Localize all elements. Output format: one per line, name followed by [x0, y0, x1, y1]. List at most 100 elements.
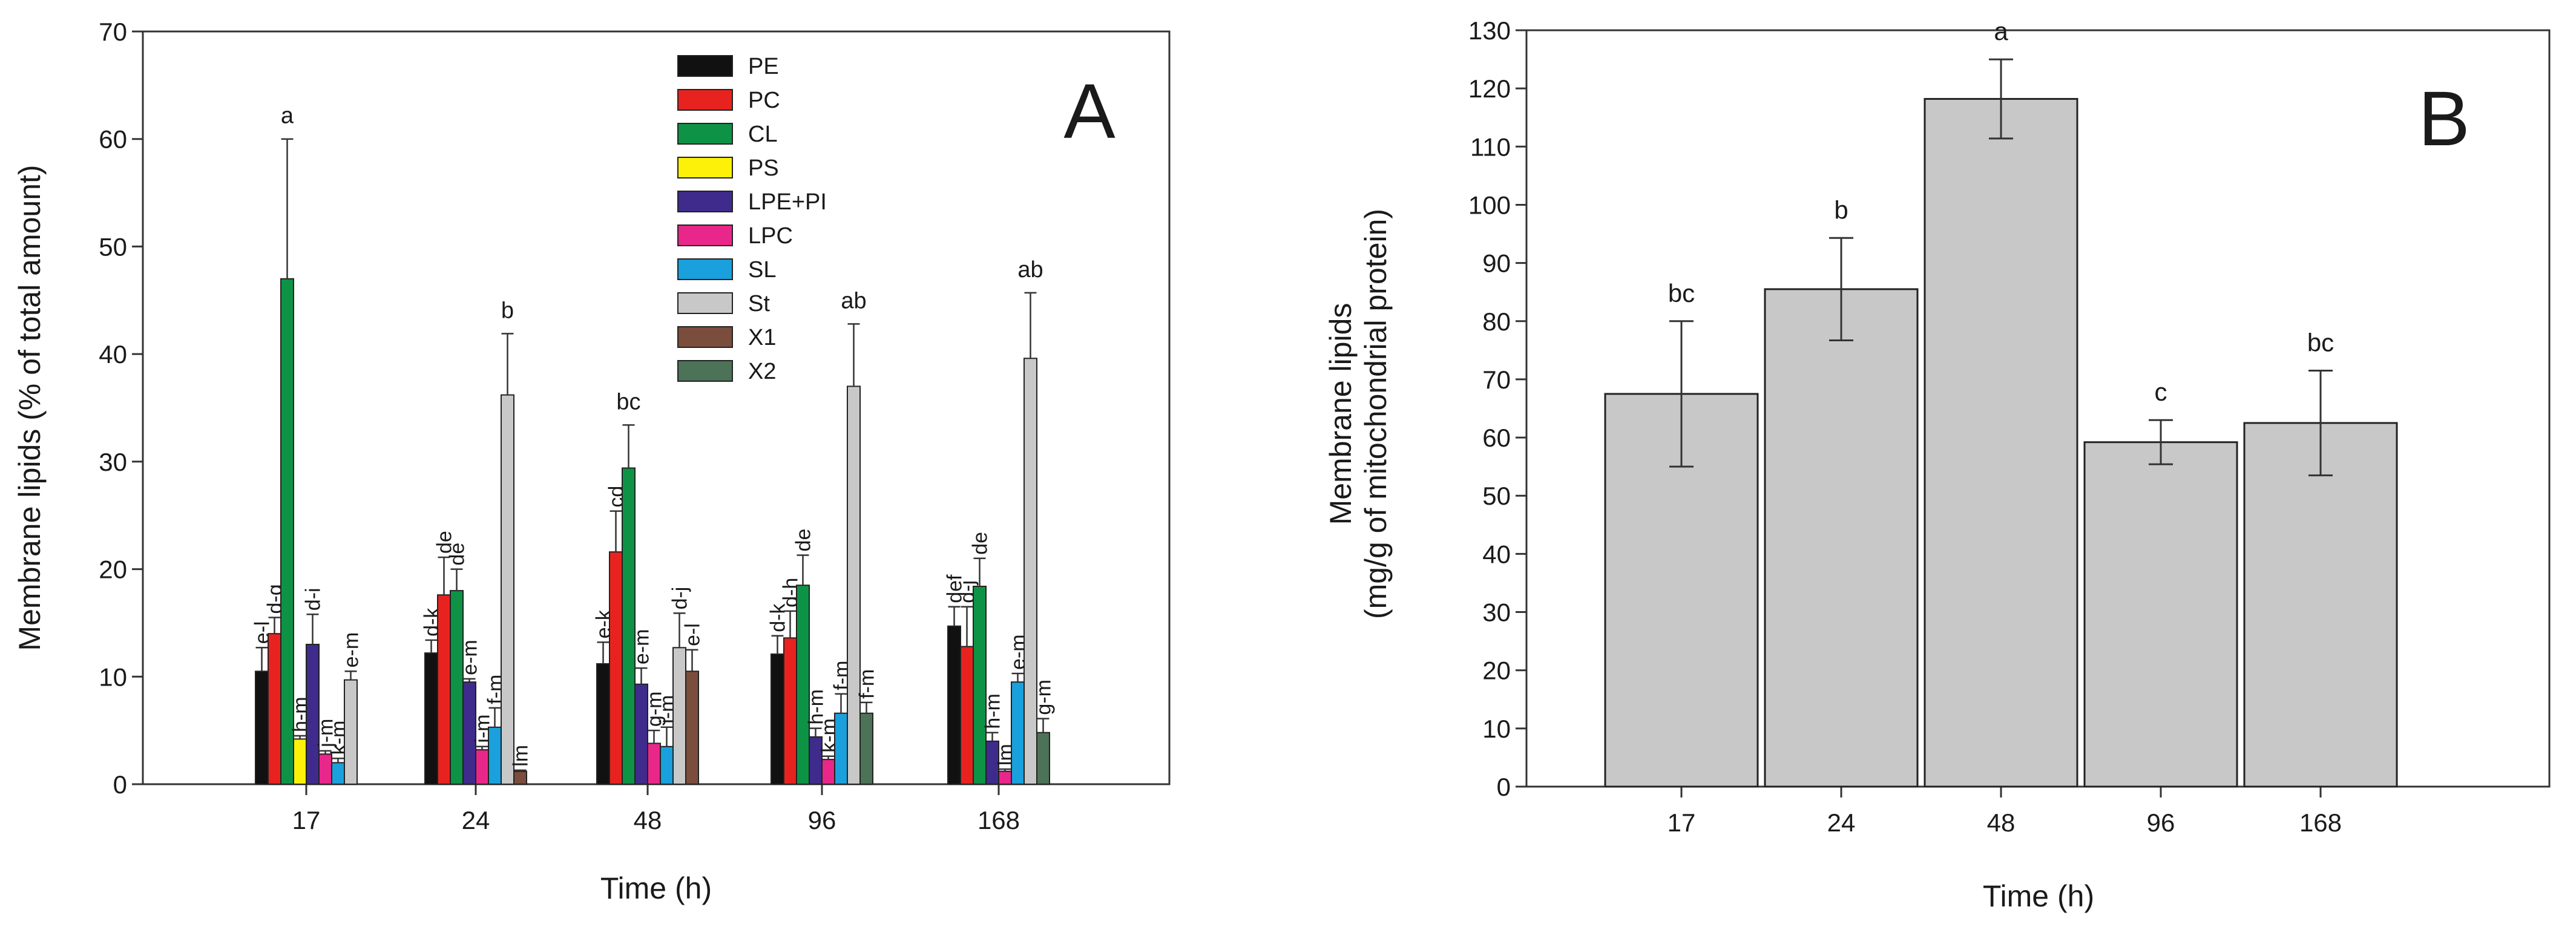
bar-cl-96	[796, 585, 810, 785]
legend-label-lpe-pi: LPE+PI	[748, 189, 827, 215]
y-tick-label-b: 0	[1497, 773, 1511, 801]
significance-label-a: h-m	[805, 689, 828, 725]
bar-pe-48	[596, 663, 610, 785]
bar-pe-24	[424, 652, 438, 785]
y-tick-label-b: 40	[1482, 540, 1511, 568]
y-tick-label-b: 80	[1482, 307, 1511, 336]
bar-lpc-48	[647, 742, 661, 785]
y-tick-label-a: 20	[99, 555, 127, 584]
plot-frame-a	[142, 30, 1171, 785]
y-tick-label-b: 70	[1482, 365, 1511, 394]
legend-swatch-cl	[677, 123, 733, 145]
bar-lpe-pi-17	[306, 643, 320, 785]
significance-label-a: e-m	[340, 632, 363, 668]
significance-label-a: lm	[510, 745, 533, 767]
bar-pc-168	[960, 646, 974, 785]
y-tick-label-b: 100	[1468, 191, 1511, 219]
significance-label-a: g-m	[643, 692, 666, 727]
significance-label-a: d-i	[302, 588, 325, 611]
y-tick-label-b: 20	[1482, 657, 1511, 685]
y-axis-title-b-line2: (mg/g of mitochondrial protein)	[1359, 209, 1393, 619]
significance-label-a: b	[501, 298, 514, 323]
bar-sl-24	[488, 726, 502, 785]
bar-sl-48	[660, 745, 674, 785]
bar-st-24	[501, 394, 514, 785]
significance-label-a: e-m	[459, 640, 482, 675]
significance-label-a: de	[969, 532, 992, 555]
x-tick-label-b: 48	[1987, 808, 2016, 837]
y-tick-label-a: 40	[99, 340, 127, 369]
x-tick-label-a: 17	[292, 806, 321, 834]
legend-swatch-sl	[677, 258, 733, 280]
y-tick-label-b: 90	[1482, 249, 1511, 278]
bar-b-24	[1764, 288, 1919, 788]
significance-label-a: g-m	[1033, 680, 1056, 715]
chart-panel-b: 0 10 20 30 40 50 60 70 80 90 100 110 120 130 17 bc 24 b 48…	[1324, 16, 2551, 913]
y-tick-label-a: 10	[99, 663, 127, 691]
legend-swatch-x1	[677, 326, 733, 348]
bar-cl-168	[973, 586, 987, 785]
y-tick-label-b: 110	[1470, 133, 1511, 161]
significance-label-a: de	[433, 531, 456, 554]
bar-lpc-17	[318, 753, 332, 785]
y-axis-title-a: Membrane lipids (% of total amount)	[13, 165, 47, 650]
legend-label-pe: PE	[748, 54, 779, 79]
legend-label-pc: PC	[748, 88, 780, 113]
significance-label-b: bc	[1668, 279, 1695, 307]
significance-label-a: d-k	[767, 603, 790, 632]
bar-lpc-96	[821, 759, 835, 785]
bar-cl-48	[622, 467, 636, 785]
x-axis-title-b: Time (h)	[1983, 879, 2094, 913]
bar-x2-96	[859, 712, 873, 785]
legend-swatch-st	[677, 292, 733, 314]
legend-label-x2: X2	[748, 359, 776, 384]
x-tick-label-a: 24	[462, 806, 490, 834]
legend-label-x1: X1	[748, 325, 776, 350]
bar-cl-24	[450, 590, 464, 785]
y-tick-label-b: 60	[1482, 424, 1511, 452]
significance-label-a: a	[281, 103, 294, 129]
significance-label-b: c	[2155, 378, 2167, 406]
significance-label-a: j-m	[315, 719, 338, 748]
x-tick-label-b: 24	[1827, 808, 1856, 837]
bar-pc-48	[609, 551, 623, 785]
bar-x1-48	[685, 670, 699, 785]
significance-label-b: bc	[2307, 329, 2334, 357]
legend-label-ps: PS	[748, 156, 779, 181]
y-axis-title-b-line1: Membrane lipids	[1324, 303, 1358, 525]
y-tick-label-a: 50	[99, 232, 127, 261]
bar-pc-96	[783, 637, 797, 785]
y-tick-label-b: 10	[1482, 715, 1511, 743]
y-tick-label-b: 50	[1482, 482, 1511, 510]
bar-st-168	[1024, 358, 1037, 785]
significance-label-a: ab	[1017, 257, 1043, 283]
bar-pe-168	[947, 625, 961, 785]
legend-label-lpc: LPC	[748, 223, 793, 249]
bar-sl-96	[834, 712, 848, 785]
bar-lpc-24	[475, 749, 489, 785]
bar-b-168	[2243, 422, 2398, 788]
bar-x2-168	[1036, 732, 1050, 785]
x-tick-label-a: 48	[634, 806, 662, 834]
significance-label-a: h-m	[982, 693, 1005, 729]
legend-swatch-pc	[677, 89, 733, 111]
bar-st-96	[847, 385, 861, 785]
significance-label-b: a	[1994, 17, 2008, 45]
bar-sl-168	[1011, 681, 1025, 785]
significance-label-a: def	[944, 574, 967, 603]
significance-label-a: de	[792, 529, 815, 552]
x-tick-label-a: 96	[808, 806, 836, 834]
bar-b-96	[2083, 441, 2238, 788]
y-tick-label-a: 0	[113, 770, 127, 799]
y-tick-label-a: 60	[99, 125, 127, 154]
significance-label-a: e-l	[682, 623, 705, 646]
legend-swatch-lpe-pi	[677, 191, 733, 212]
y-tick-label-b: 130	[1468, 16, 1511, 45]
legend-label-sl: SL	[748, 257, 776, 283]
bar-pe-96	[770, 653, 784, 785]
significance-label-a: f-m	[856, 669, 879, 699]
panel-letter-b: B	[2418, 76, 2469, 162]
y-tick-label-a: 70	[99, 18, 127, 46]
x-tick-label-b: 17	[1668, 808, 1696, 837]
legend-swatch-ps	[677, 157, 733, 179]
